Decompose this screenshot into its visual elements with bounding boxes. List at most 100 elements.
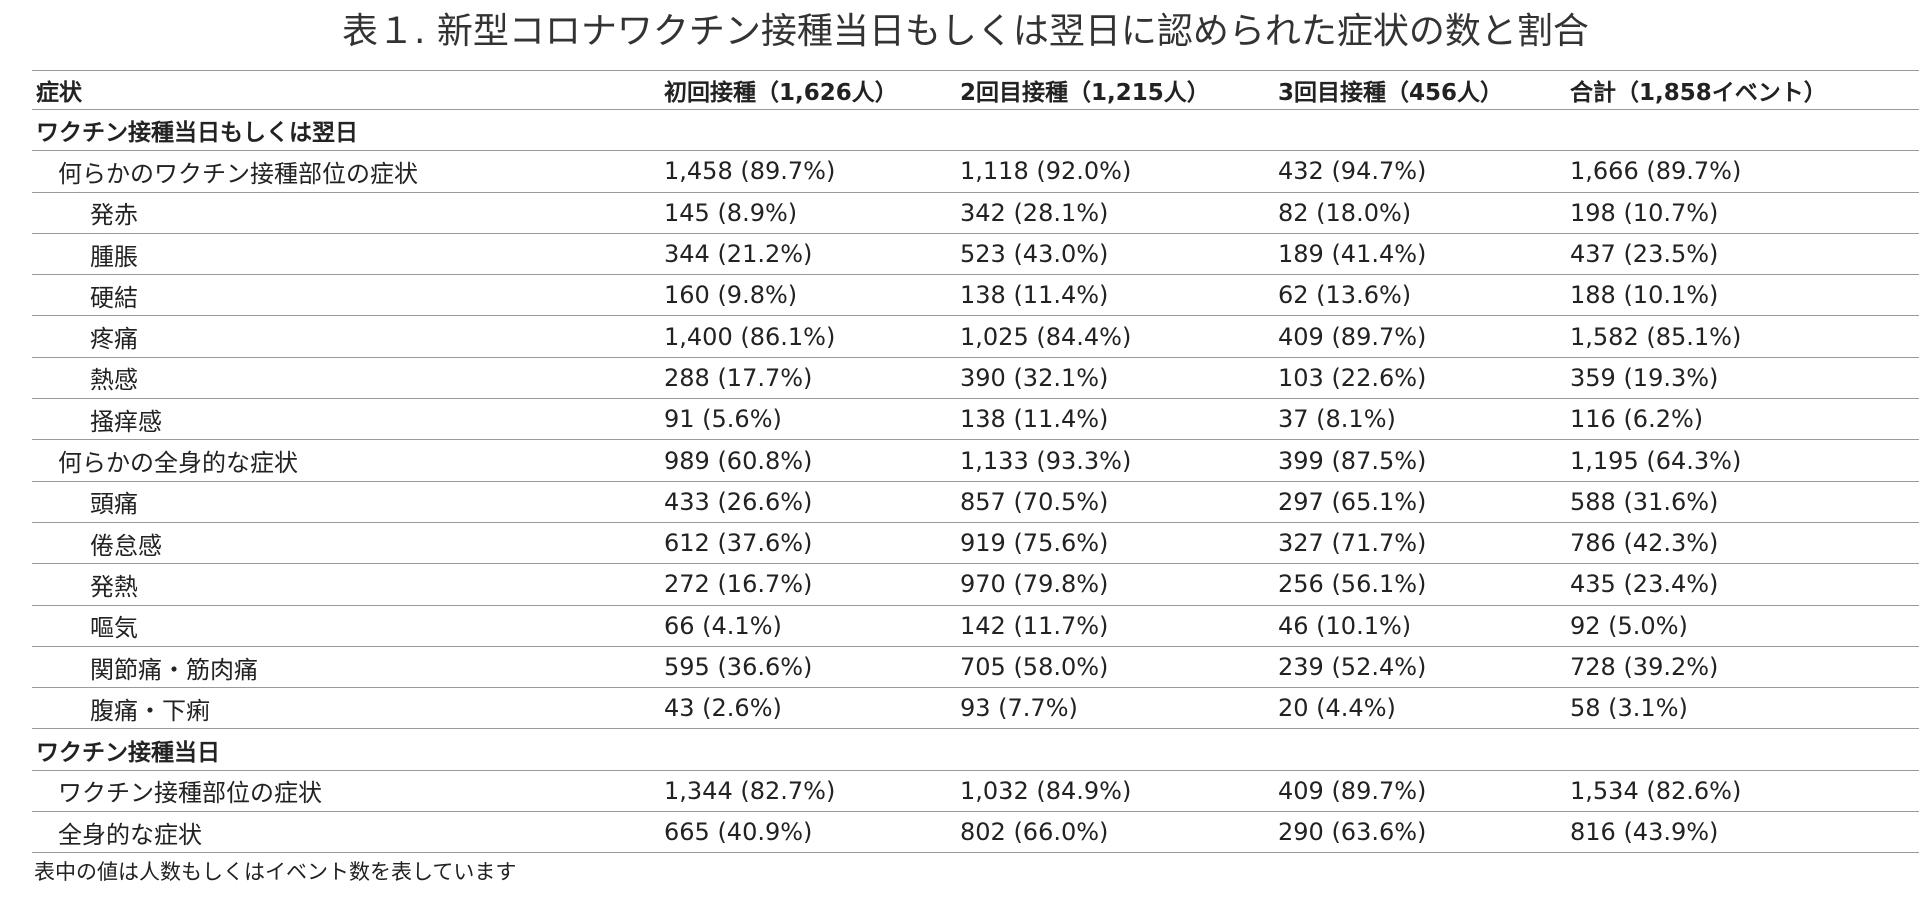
value-cell: 390 (32.1%) — [960, 363, 1109, 392]
value-cell: 1,534 (82.6%) — [1570, 776, 1742, 805]
section-label: ワクチン接種当日 — [36, 739, 220, 766]
table-row: 何らかのワクチン接種部位の症状 1,458 (89.7%) 1,118 (92.0%… — [32, 151, 1919, 193]
column-header-dose2: 2回目接種（1,215人） — [960, 80, 1210, 106]
value-cell: 989 (60.8%) — [664, 446, 813, 475]
value-cell: 93 (7.7%) — [960, 694, 1078, 723]
value-cell: 1,400 (86.1%) — [664, 322, 836, 351]
section-header-row: ワクチン接種当日もしくは翌日 — [32, 110, 1919, 152]
symptom-label: 頭痛 — [90, 490, 138, 519]
value-cell: 433 (26.6%) — [664, 487, 813, 516]
value-cell: 103 (22.6%) — [1278, 363, 1427, 392]
symptom-label: 発熱 — [90, 572, 138, 601]
symptom-label: 関節痛・筋肉痛 — [90, 655, 258, 684]
value-cell: 786 (42.3%) — [1570, 529, 1719, 558]
value-cell: 857 (70.5%) — [960, 487, 1109, 516]
value-cell: 116 (6.2%) — [1570, 405, 1704, 434]
value-cell: 142 (11.7%) — [960, 611, 1109, 640]
value-cell: 1,582 (85.1%) — [1570, 322, 1742, 351]
table-row: 何らかの全身的な症状 989 (60.8%) 1,133 (93.3%) 399 (8… — [32, 440, 1919, 482]
value-cell: 435 (23.4%) — [1570, 570, 1719, 599]
symptom-label: 疼痛 — [90, 325, 138, 354]
value-cell: 919 (75.6%) — [960, 529, 1109, 558]
table-row: 熱感 288 (17.7%) 390 (32.1%) 103 (22.6%) 359 (… — [32, 358, 1919, 400]
table-row: 腫脹 344 (21.2%) 523 (43.0%) 189 (41.4%) 437 (… — [32, 234, 1919, 276]
value-cell: 399 (87.5%) — [1278, 446, 1427, 475]
table-row: 関節痛・筋肉痛 595 (36.6%) 705 (58.0%) 239 (52.4%)… — [32, 647, 1919, 689]
column-header-dose3: 3回目接種（456人） — [1278, 80, 1504, 106]
table-row: 発赤 145 (8.9%) 342 (28.1%) 82 (18.0%) 198 (10… — [32, 193, 1919, 234]
section-header-row: ワクチン接種当日 — [32, 729, 1919, 771]
value-cell: 43 (2.6%) — [664, 694, 782, 723]
symptom-label: 掻痒感 — [90, 407, 162, 436]
value-cell: 612 (37.6%) — [664, 529, 813, 558]
value-cell: 198 (10.7%) — [1570, 198, 1719, 227]
value-cell: 1,032 (84.9%) — [960, 776, 1132, 805]
table-row: 疼痛 1,400 (86.1%) 1,025 (84.4%) 409 (89.7%) 1… — [32, 316, 1919, 358]
value-cell: 58 (3.1%) — [1570, 694, 1688, 723]
symptom-label: 発赤 — [90, 201, 138, 230]
value-cell: 1,133 (93.3%) — [960, 446, 1132, 475]
value-cell: 342 (28.1%) — [960, 198, 1109, 227]
value-cell: 523 (43.0%) — [960, 240, 1109, 269]
value-cell: 189 (41.4%) — [1278, 240, 1427, 269]
value-cell: 46 (10.1%) — [1278, 611, 1412, 640]
value-cell: 66 (4.1%) — [664, 611, 782, 640]
symptom-label: 何らかのワクチン接種部位の症状 — [58, 159, 418, 188]
table-row: 硬結 160 (9.8%) 138 (11.4%) 62 (13.6%) 188 (10… — [32, 275, 1919, 317]
value-cell: 1,344 (82.7%) — [664, 776, 836, 805]
value-cell: 138 (11.4%) — [960, 281, 1109, 310]
value-cell: 409 (89.7%) — [1278, 776, 1427, 805]
value-cell: 37 (8.1%) — [1278, 405, 1396, 434]
column-header-symptom: 症状 — [36, 80, 82, 106]
table-row: 倦怠感 612 (37.6%) 919 (75.6%) 327 (71.7%) 786 … — [32, 523, 1919, 565]
table-footnote: 表中の値は人数もしくはイベント数を表しています — [34, 860, 517, 884]
value-cell: 160 (9.8%) — [664, 281, 798, 310]
value-cell: 138 (11.4%) — [960, 405, 1109, 434]
table-row: 全身的な症状 665 (40.9%) 802 (66.0%) 290 (63.6%) 8… — [32, 812, 1919, 854]
section-label: ワクチン接種当日もしくは翌日 — [36, 120, 358, 147]
symptom-label: 硬結 — [90, 283, 138, 312]
symptom-label: 何らかの全身的な症状 — [58, 449, 298, 478]
symptom-label: 全身的な症状 — [58, 820, 202, 849]
symptom-label: 倦怠感 — [90, 531, 162, 560]
value-cell: 595 (36.6%) — [664, 653, 813, 681]
value-cell: 290 (63.6%) — [1278, 818, 1427, 847]
value-cell: 92 (5.0%) — [1570, 611, 1688, 640]
value-cell: 188 (10.1%) — [1570, 281, 1719, 310]
value-cell: 705 (58.0%) — [960, 653, 1109, 681]
value-cell: 344 (21.2%) — [664, 240, 813, 269]
value-cell: 409 (89.7%) — [1278, 322, 1427, 351]
symptom-label: 熱感 — [90, 366, 138, 395]
value-cell: 970 (79.8%) — [960, 570, 1109, 599]
value-cell: 1,118 (92.0%) — [960, 157, 1132, 186]
value-cell: 816 (43.9%) — [1570, 818, 1719, 847]
value-cell: 327 (71.7%) — [1278, 529, 1427, 558]
symptom-label: 腫脹 — [90, 242, 138, 271]
column-header-total: 合計（1,858イベント） — [1570, 80, 1827, 106]
table-header-row: 症状 初回接種（1,626人） 2回目接種（1,215人） 3回目接種（456人… — [32, 70, 1919, 110]
value-cell: 288 (17.7%) — [664, 363, 813, 392]
value-cell: 802 (66.0%) — [960, 818, 1109, 847]
value-cell: 359 (19.3%) — [1570, 363, 1719, 392]
value-cell: 82 (18.0%) — [1278, 198, 1412, 227]
symptom-table: 症状 初回接種（1,626人） 2回目接種（1,215人） 3回目接種（456人… — [32, 70, 1919, 854]
value-cell: 1,195 (64.3%) — [1570, 446, 1742, 475]
value-cell: 239 (52.4%) — [1278, 653, 1427, 681]
symptom-label: 嘔気 — [90, 614, 138, 643]
value-cell: 297 (65.1%) — [1278, 487, 1427, 516]
table-title: 表１. 新型コロナワクチン接種当日もしくは翌日に認められた症状の数と割合 — [342, 11, 1589, 52]
value-cell: 20 (4.4%) — [1278, 694, 1396, 723]
value-cell: 728 (39.2%) — [1570, 653, 1719, 681]
value-cell: 1,458 (89.7%) — [664, 157, 836, 186]
value-cell: 665 (40.9%) — [664, 818, 813, 847]
table-row: 腹痛・下痢 43 (2.6%) 93 (7.7%) 20 (4.4%) 58 (3.1%… — [32, 688, 1919, 730]
value-cell: 437 (23.5%) — [1570, 240, 1719, 269]
table-row: ワクチン接種部位の症状 1,344 (82.7%) 1,032 (84.9%) 409… — [32, 771, 1919, 813]
value-cell: 272 (16.7%) — [664, 570, 813, 599]
value-cell: 1,025 (84.4%) — [960, 322, 1132, 351]
value-cell: 62 (13.6%) — [1278, 281, 1412, 310]
value-cell: 432 (94.7%) — [1278, 157, 1427, 186]
table-row: 頭痛 433 (26.6%) 857 (70.5%) 297 (65.1%) 588 (… — [32, 482, 1919, 523]
value-cell: 145 (8.9%) — [664, 198, 798, 227]
symptom-label: 腹痛・下痢 — [90, 696, 210, 725]
